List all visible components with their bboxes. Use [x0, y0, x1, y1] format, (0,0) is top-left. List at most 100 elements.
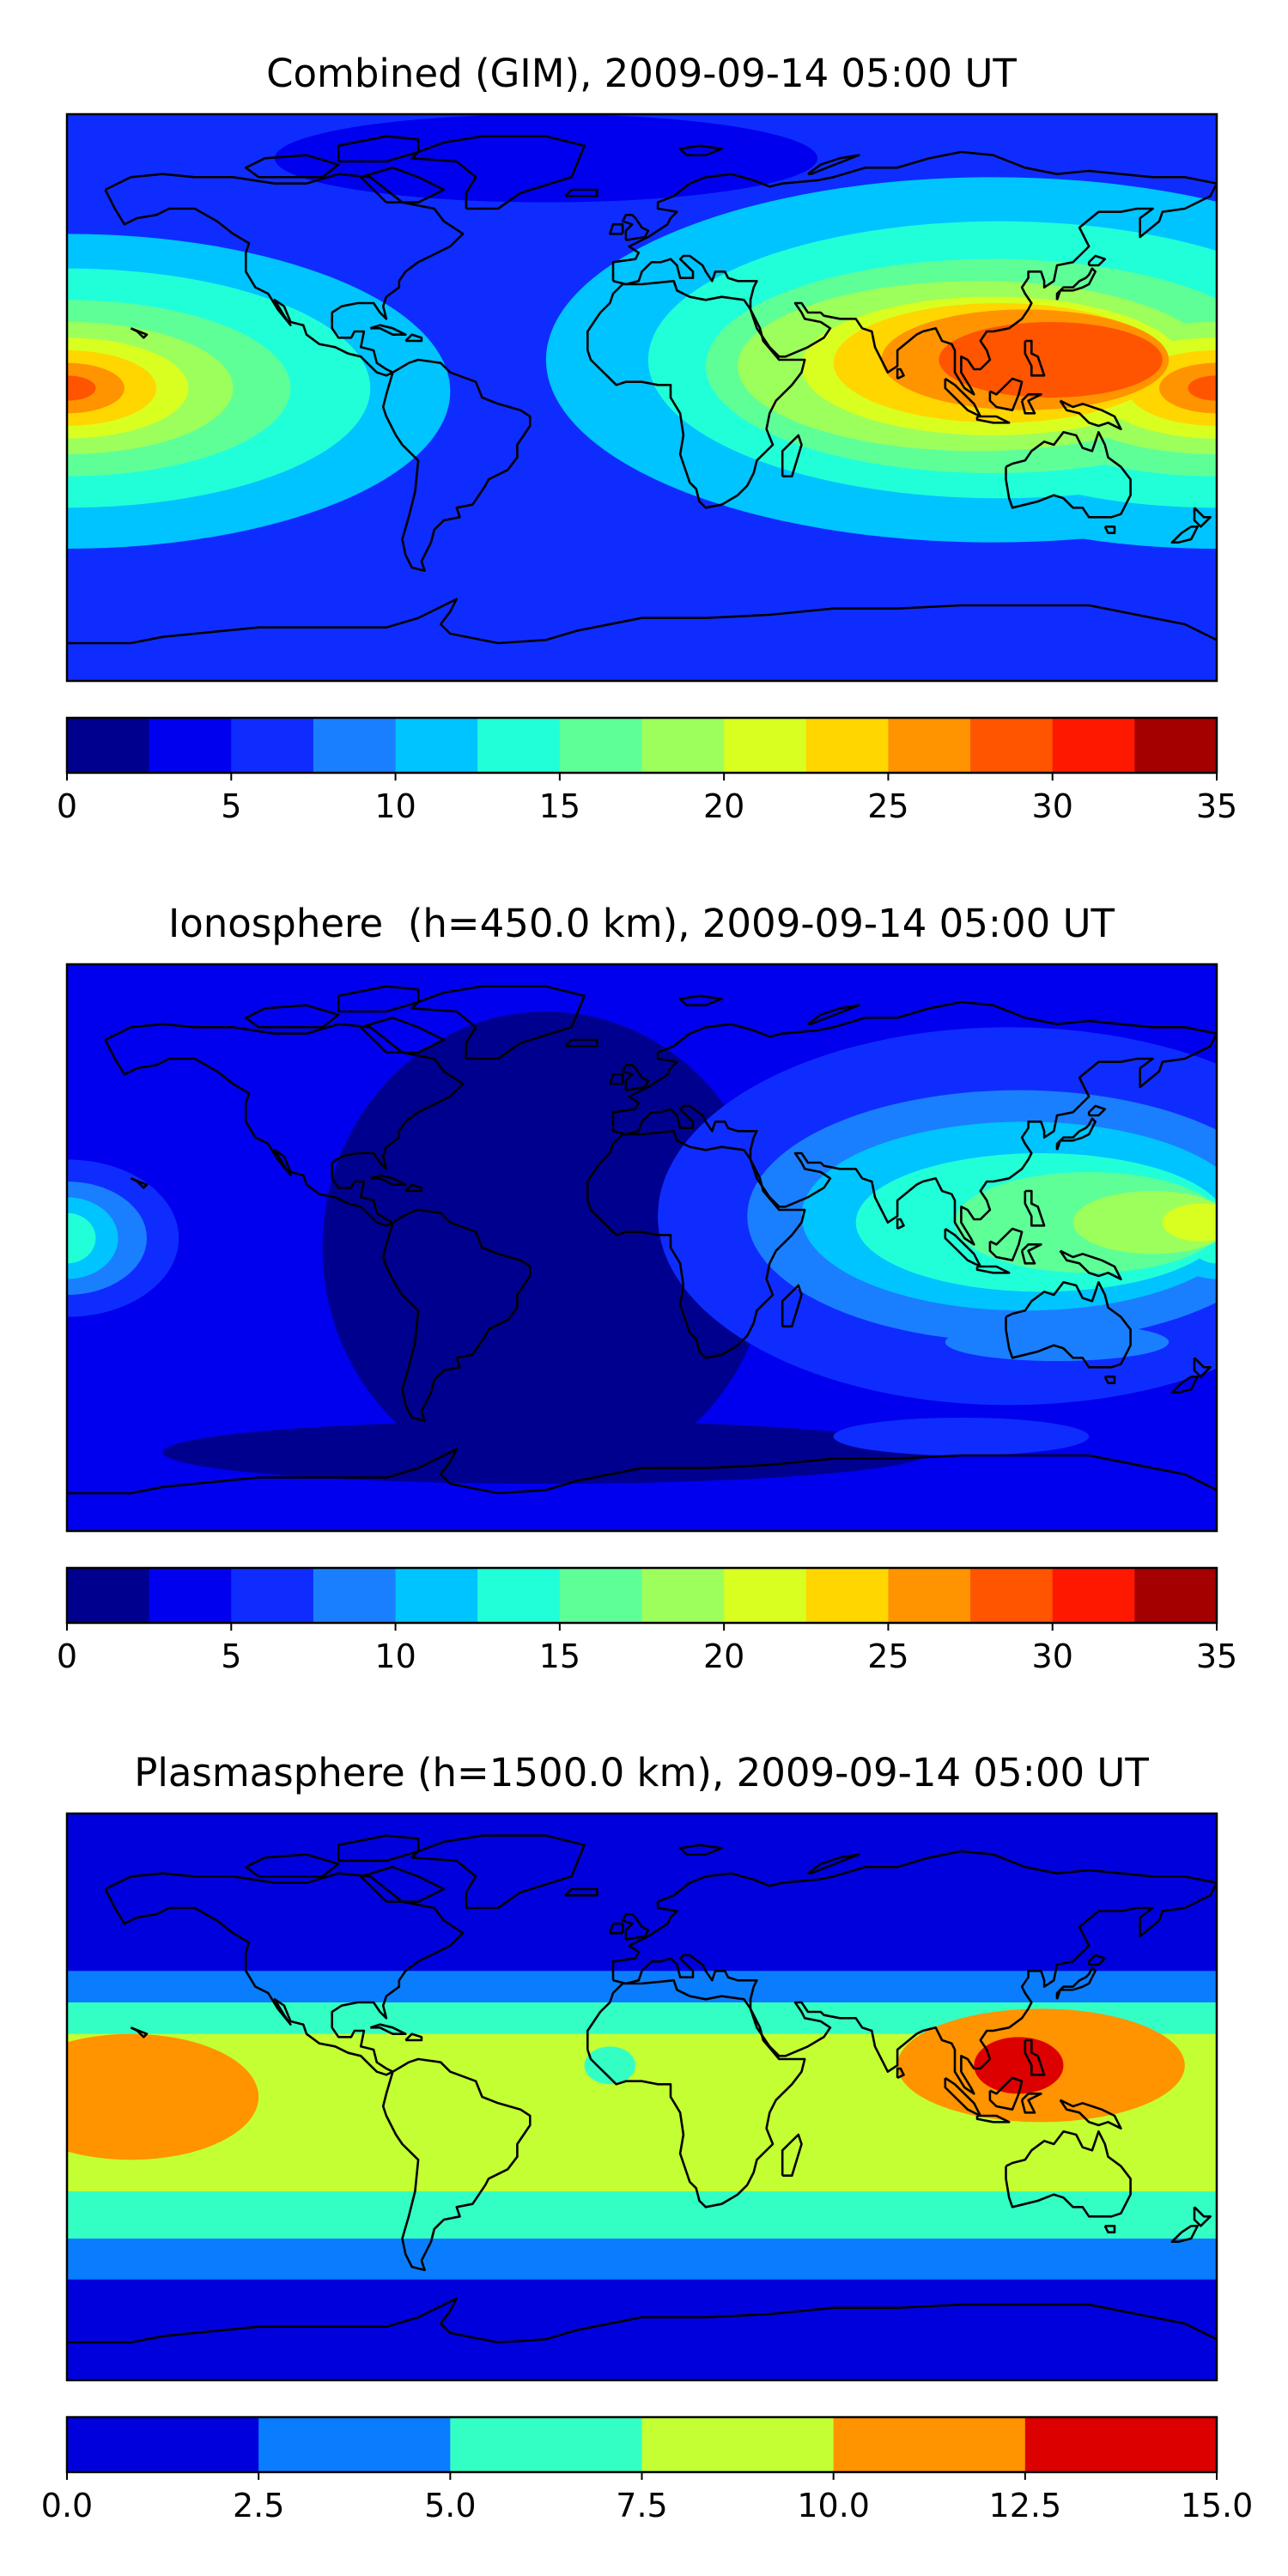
coastline [381, 358, 532, 573]
coastline [586, 279, 806, 509]
colorbar-swatch [67, 1568, 150, 1623]
coastline [337, 985, 420, 1013]
coastline [1193, 1357, 1212, 1378]
colorbar-swatch [559, 1568, 643, 1623]
colorbar-tick-label: 0.0 [41, 2487, 93, 2524]
colorbar-swatch [67, 2417, 259, 2472]
contour-region [833, 1418, 1090, 1455]
colorbar-swatch [313, 1568, 397, 1623]
colorbar-swatch [559, 718, 643, 773]
coastline [944, 2076, 982, 2117]
coastline [1193, 507, 1212, 528]
colorbar-tick-label: 25 [867, 787, 908, 825]
coastline [369, 324, 407, 337]
coastline [608, 1073, 624, 1085]
map-frame [65, 1812, 1218, 2382]
coastline [807, 154, 860, 175]
colorbar-swatch [1052, 1568, 1135, 1623]
coastlines [67, 1834, 1217, 2344]
contour-region [974, 2037, 1064, 2094]
colorbar: 0 5 10 15 20 25 30 35 [57, 716, 1237, 825]
coastline [337, 1834, 420, 1862]
coastline [564, 1887, 598, 1897]
contour-region [939, 322, 1163, 398]
coastline [621, 1064, 650, 1091]
coastline [586, 1979, 806, 2208]
coastline [1020, 1243, 1042, 1265]
coastline [564, 188, 598, 197]
coastline [404, 2032, 423, 2042]
colorbar-swatch [888, 1568, 971, 1623]
colorbar-tick-label: 12.5 [989, 2487, 1062, 2524]
colorbar-swatch [477, 1568, 561, 1623]
colorbar-swatch [1134, 718, 1218, 773]
contour-region [1162, 1203, 1217, 1242]
colorbar-swatch [149, 1568, 232, 1623]
coastline [130, 1177, 149, 1189]
colorbar-tick-label: 30 [1032, 1637, 1073, 1675]
coastline [611, 150, 1217, 396]
colorbar-tick-label: 7.5 [616, 2487, 667, 2524]
coastline [1024, 339, 1046, 377]
coastline [621, 1913, 650, 1941]
colorbar-swatch [970, 1568, 1054, 1623]
contour-region [67, 2033, 259, 2160]
coastline [1059, 2099, 1122, 2129]
map-field [67, 1814, 1217, 2380]
coastline [104, 173, 465, 377]
coastline [404, 1183, 423, 1193]
map-frame [65, 963, 1218, 1533]
coastline [1087, 1104, 1107, 1117]
coastline [781, 2133, 803, 2177]
coastline [678, 1844, 723, 1856]
colorbar-swatch [1052, 718, 1135, 773]
coastline [1103, 2225, 1116, 2233]
colorbar-tick-label: 25 [867, 1637, 908, 1675]
colorbar-tick-label: 5 [221, 1637, 241, 1675]
colorbar-swatch [641, 1568, 725, 1623]
colorbar-tick-label: 2.5 [233, 2487, 284, 2524]
coastline [896, 368, 905, 380]
colorbar-swatch [258, 2417, 451, 2472]
coastline [1055, 1966, 1097, 2000]
coastlines [67, 985, 1217, 1495]
colorbar-swatch [477, 718, 561, 773]
map-panel-combined: Combined (GIM), 2009-09-14 05:00 UT 0 5 10… [57, 51, 1237, 825]
coastline [359, 167, 446, 204]
coastline [564, 1038, 598, 1048]
coastline [244, 1853, 340, 1878]
colorbar-swatch [724, 1568, 807, 1623]
colorbar-swatch [1024, 2417, 1218, 2472]
colorbar-swatch [450, 2417, 643, 2472]
low-value-region [162, 1420, 930, 1485]
colorbar-tick-label: 35 [1196, 787, 1237, 825]
colorbar-swatch [67, 718, 150, 773]
coastline [1005, 430, 1132, 519]
coastline [104, 1872, 465, 2076]
coastline [611, 1000, 1217, 1246]
colorbar-swatch [231, 718, 314, 773]
coastline [1170, 1376, 1199, 1394]
coastline [1193, 2206, 1212, 2227]
coastline [678, 994, 723, 1006]
coastline [359, 1866, 446, 1903]
coastline [975, 1265, 1011, 1274]
coastline [807, 1853, 860, 1874]
coastline [807, 1004, 860, 1025]
coastline [1103, 525, 1116, 535]
colorbar-swatch [888, 718, 971, 773]
coastline [1005, 2130, 1132, 2218]
coastline [608, 222, 624, 235]
colorbar-tick-label: 10.0 [797, 2487, 870, 2524]
coastline [244, 154, 340, 179]
colorbar-swatch [641, 718, 725, 773]
contour-region [434, 209, 594, 524]
map-title: Combined (GIM), 2009-09-14 05:00 UT [266, 51, 1017, 96]
colorbar: 0.0 2.5 5.0 7.5 10.0 12.5 15.0 [41, 2415, 1253, 2524]
map-title: Plasmasphere (h=1500.0 km), 2009-09-14 0… [134, 1750, 1149, 1795]
coastline [337, 135, 420, 163]
map-title: Ionosphere (h=450.0 km), 2009-09-14 05:0… [168, 901, 1115, 946]
coastline [67, 2297, 1217, 2344]
colorbar-tick-label: 10 [374, 1637, 416, 1675]
